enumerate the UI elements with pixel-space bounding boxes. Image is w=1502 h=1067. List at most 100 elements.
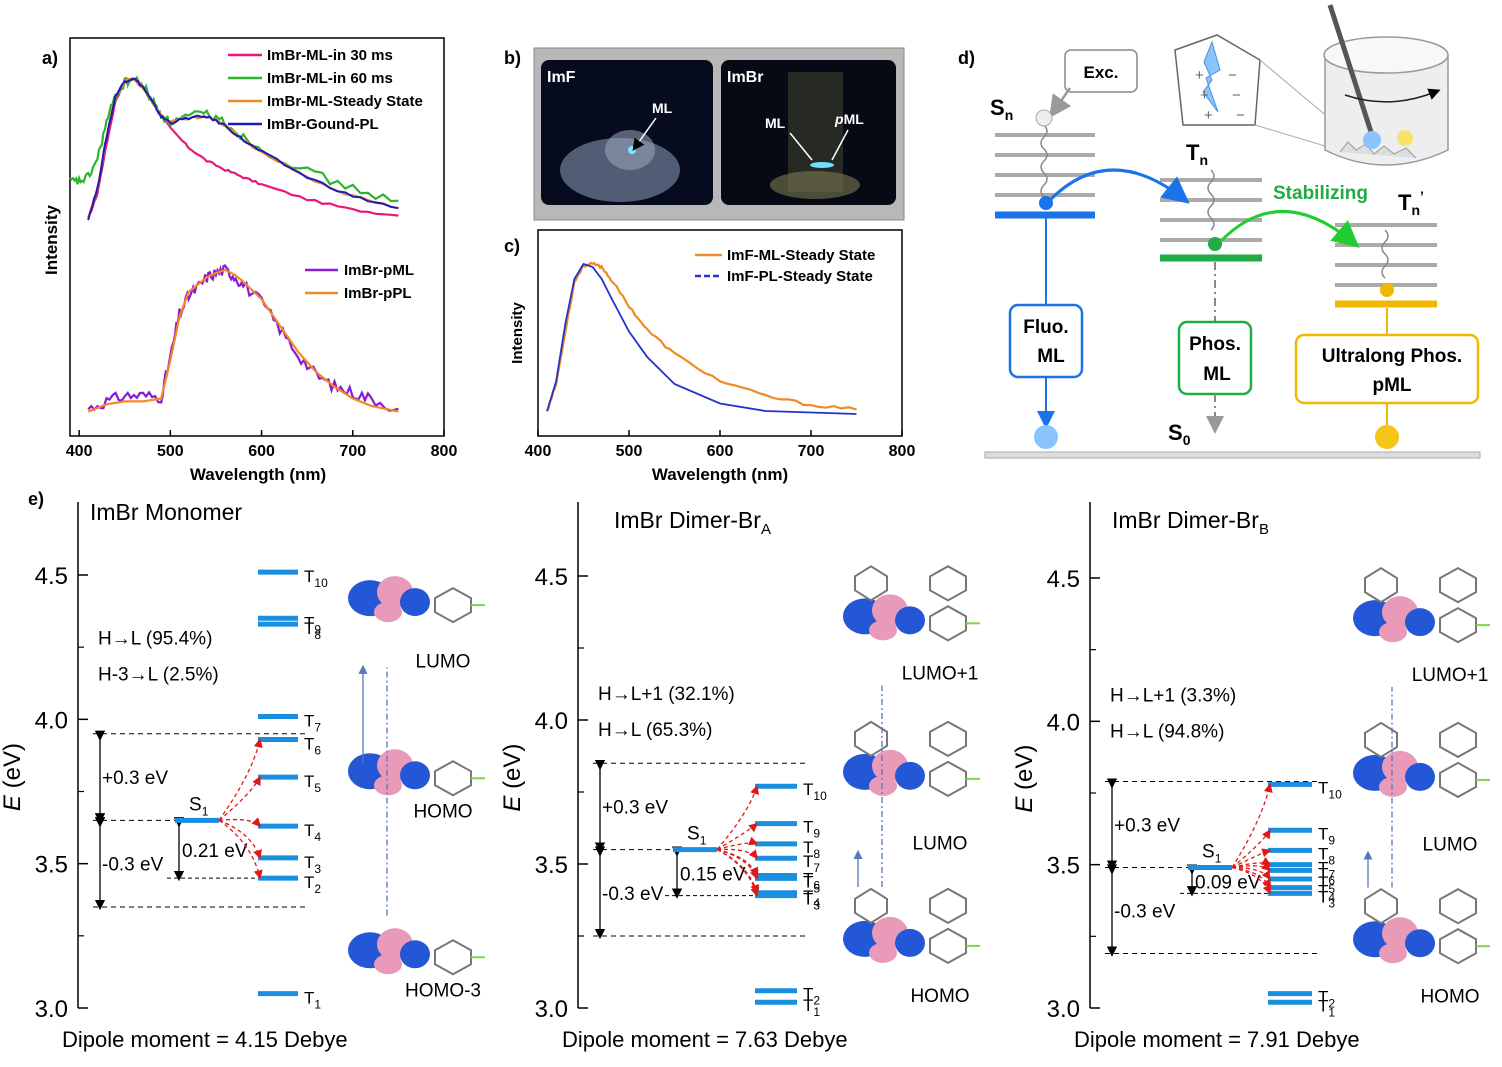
isc-arrow [1231,856,1272,869]
isc-arrow [1231,866,1271,881]
orbital-label: HOMO [910,986,969,1007]
plus-label: +0.3 eV [102,768,168,789]
panel-b: b) ImF ML ImBr ML pML [504,47,905,221]
photo-imf-arrow [632,117,657,151]
triplet-label-4: T4 [304,821,321,844]
panel-b-label: b) [504,48,521,68]
phenyl-ring [434,760,472,797]
triplet-label-8: T8 [304,619,321,642]
orbital-label: HOMO [413,801,472,822]
upper-phenyl-ring [929,720,967,757]
isc-arrow [218,738,263,821]
transition-2: H→L (94.8%) [1110,721,1224,742]
y-tick-label: 3.5 [35,852,68,879]
triplet-label-3: T3 [304,853,321,876]
panel-a: a) Intensity Wavelength (nm) 400 500 600 70… [42,37,458,484]
legend-label: ImBr-ML-in 30 ms [267,47,393,64]
upper-ring [854,720,888,758]
legend-label: ImBr-Gound-PL [267,116,379,133]
triplet-label-7: T7 [304,711,321,734]
exc-arrow [1049,87,1072,119]
diagram-title: ImBr Dimer-BrA [614,507,771,538]
legend-label: ImF-PL-Steady State [727,268,873,285]
isc-arrow [218,819,262,860]
panel-c-x-tick-label: 500 [616,443,643,460]
orbital-label: LUMO [1423,834,1478,855]
orbital-lobe [1379,943,1407,964]
panel-d-label: d) [958,48,975,68]
photo-imf-ml-label: ML [652,100,673,116]
series-1-line [546,261,857,412]
panel-a-frame [69,37,445,437]
panel-c-x-tick-label: 400 [525,443,552,460]
panel-c-xlabel: Wavelength (nm) [652,465,788,484]
panel-a-x-tick-label: 500 [157,443,184,460]
panel-a-bottom-curves [87,264,399,413]
s1-label: S1 [1202,842,1222,866]
triplet-label-9: T9 [1318,824,1335,847]
triplet-label-10: T10 [304,567,328,590]
triplet-label-8: T8 [1318,844,1335,867]
isc-arrow [716,848,759,880]
triplet-label-2: T2 [1318,988,1335,1011]
panel-a-x-tick-label: 700 [339,443,366,460]
stabilizing-arrow [1218,210,1360,248]
y-tick-label: 4.5 [1047,566,1080,593]
panel-e-label: e) [28,489,44,509]
plus-label: +0.3 eV [1114,816,1180,837]
exc-box [1064,49,1138,93]
charge-minus-3: − [1236,107,1245,124]
triplet-label-4: T4 [803,887,820,910]
y-tick-label: 4.5 [535,564,568,591]
orbital-lobe [895,606,925,635]
orbital-lobe [1405,608,1435,637]
dipole-moment: Dipole moment = 7.63 Debye [562,1027,848,1052]
panel-c-curves [546,261,857,415]
transition-1: H→L (95.4%) [98,628,212,649]
ultralong-label-1: Ultralong Phos. [1322,346,1462,367]
orbital-label: LUMO [913,834,968,855]
charge-plus-3: + [1204,107,1213,124]
triplet-label-6: T6 [1318,864,1335,887]
charge-minus-1: − [1228,67,1237,84]
upper-ring [1364,566,1398,604]
upper-ring [854,565,888,602]
isc-arrow [1231,866,1272,895]
transition-2: H-3→L (2.5%) [98,664,219,685]
panel-d: d) Exc. + − + − + − [958,4,1481,459]
orbital-image-homo-3 [348,928,485,976]
lightning-icon [1202,40,1221,113]
transition-2: H→L (65.3%) [598,720,712,741]
minus-label: -0.3 eV [102,855,164,876]
mortar-icon [1323,4,1449,166]
isc-arrow [218,775,261,821]
panel-a-x-tick-label: 800 [431,443,458,460]
gap-label: 0.15 eV [680,865,746,886]
photo-imbr-ml-spot [810,162,834,168]
phenyl-ring [1439,606,1477,644]
tn-prime-label: Tn’ [1398,188,1424,218]
triplet-label-2: T2 [803,985,820,1008]
panel-a-ylabel: Intensity [42,205,61,275]
orbital-lobe [869,775,897,796]
dipole-moment: Dipole moment = 4.15 Debye [62,1027,348,1052]
panel-c-xticks: 400 500 600 700 800 [525,430,915,460]
upper-phenyl-ring [929,565,967,602]
panel-a-label: a) [42,48,58,68]
charge-plus-2: + [1200,87,1209,104]
y-tick-label: 4.5 [35,563,68,590]
orbital-image-lumo-1 [1353,566,1490,644]
orbital-image-lumo [1353,721,1490,799]
triplet-label-7: T7 [803,852,820,875]
y-tick-label: 4.0 [535,708,568,735]
isc-arrow [1231,783,1273,868]
orbital-lobe [400,588,430,617]
triplet-label-5: T5 [803,872,820,895]
phenyl-ring [929,605,967,642]
triplet-label-6: T6 [803,870,820,893]
minus-label: -0.3 eV [1114,902,1176,923]
ultralong-label-2: pML [1372,375,1411,396]
orbital-image-lumo [843,720,980,797]
triplet-label-3: T3 [1318,887,1335,910]
